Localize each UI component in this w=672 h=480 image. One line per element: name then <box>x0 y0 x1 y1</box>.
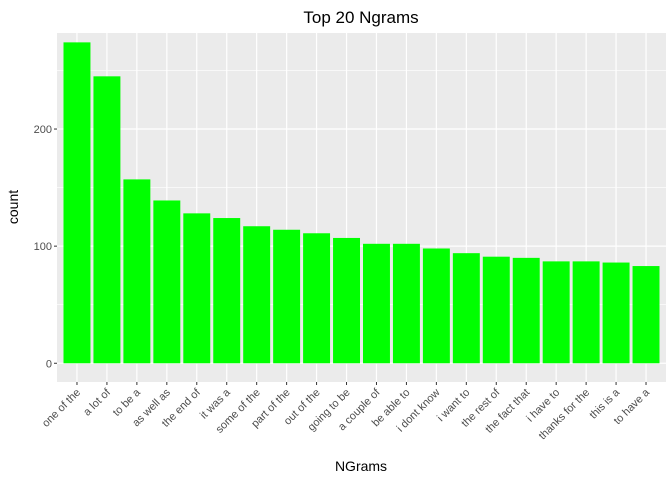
bar-5 <box>183 213 211 364</box>
bar-10 <box>333 237 361 364</box>
bar-11 <box>362 243 390 364</box>
bar-1 <box>63 42 91 364</box>
y-axis-title: count <box>5 190 21 224</box>
bar-20 <box>632 266 660 364</box>
bars <box>63 42 660 364</box>
bar-12 <box>392 243 420 364</box>
bar-17 <box>542 261 570 364</box>
bar-14 <box>452 253 480 364</box>
x-axis-title: NGrams <box>335 458 387 474</box>
bar-9 <box>303 233 331 364</box>
y-tick-label: 200 <box>34 124 52 136</box>
x-tick-label: a lot of <box>81 386 114 419</box>
bar-3 <box>123 179 151 364</box>
bar-18 <box>572 261 600 364</box>
bar-7 <box>243 226 271 364</box>
bar-4 <box>153 200 181 364</box>
x-tick-label: one of the <box>40 387 83 430</box>
bar-8 <box>273 229 301 364</box>
bar-2 <box>93 76 121 364</box>
y-tick-label: 0 <box>46 358 52 370</box>
bar-15 <box>482 256 510 364</box>
y-tick-label: 100 <box>34 241 52 253</box>
bar-16 <box>512 257 540 364</box>
bar-19 <box>602 262 630 364</box>
bar-13 <box>422 248 450 364</box>
y-axis-ticks: 0 100 200 <box>34 124 57 370</box>
chart-title: Top 20 Ngrams <box>303 8 418 27</box>
bar-6 <box>213 218 241 364</box>
